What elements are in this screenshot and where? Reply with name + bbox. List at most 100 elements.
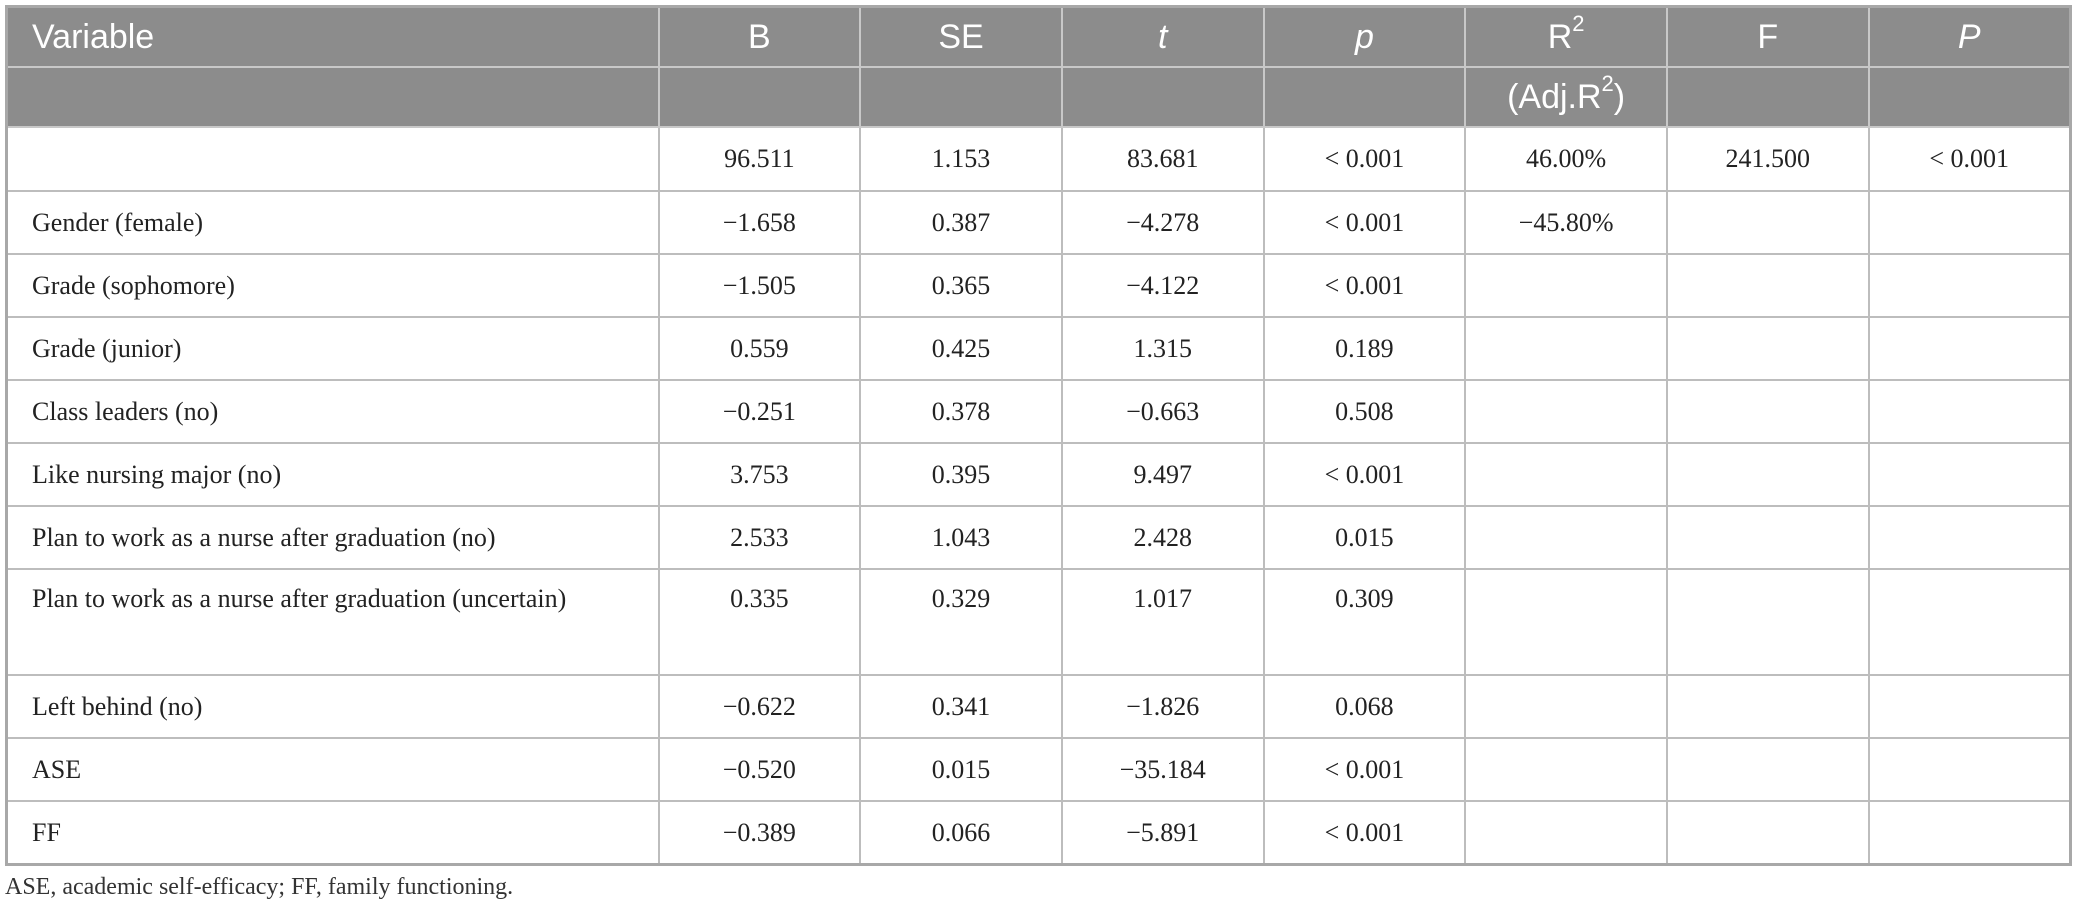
header-sub-t: [1060, 66, 1265, 128]
cell-r2: [1464, 442, 1668, 507]
cell-se: 0.365: [859, 253, 1063, 318]
cell-r2: [1464, 674, 1668, 739]
cell-p-model: [1867, 442, 2072, 507]
cell-b: −0.389: [657, 800, 862, 866]
header-subrow: (Adj.R2): [5, 66, 2072, 128]
header-b: B: [657, 5, 862, 68]
cell-f: [1665, 568, 1870, 676]
cell-variable: ASE: [5, 737, 660, 802]
header-r2: R2: [1464, 5, 1668, 68]
table-row: Left behind (no) −0.622 0.341 −1.826 0.068: [5, 674, 2072, 739]
header-t: t: [1060, 5, 1265, 68]
header-sub-se: [859, 66, 1063, 128]
cell-p-model: [1867, 253, 2072, 318]
cell-b: −1.658: [657, 190, 862, 255]
cell-b: 2.533: [657, 505, 862, 570]
cell-b: −0.520: [657, 737, 862, 802]
regression-table: Variable B SE t p R2 F P (Adj.R2) 96.511…: [5, 5, 2072, 866]
cell-se: 0.329: [859, 568, 1063, 676]
cell-variable: Left behind (no): [5, 674, 660, 739]
cell-se: 0.378: [859, 379, 1063, 444]
cell-f: [1665, 253, 1870, 318]
table-footnote: ASE, academic self-efficacy; FF, family …: [5, 874, 514, 900]
cell-t: −0.663: [1060, 379, 1265, 444]
cell-p: < 0.001: [1262, 800, 1467, 866]
header-sub-f: [1665, 66, 1870, 128]
cell-f: 241.500: [1665, 126, 1870, 192]
header-se: SE: [859, 5, 1063, 68]
cell-p: 0.189: [1262, 316, 1467, 381]
header-sub-variable: [5, 66, 660, 128]
cell-p-model: [1867, 800, 2072, 866]
cell-r2: −45.80%: [1464, 190, 1668, 255]
header-adj-r2: (Adj.R2): [1464, 66, 1668, 128]
cell-variable: Plan to work as a nurse after graduation…: [5, 568, 660, 676]
cell-r2: [1464, 316, 1668, 381]
cell-p: 0.015: [1262, 505, 1467, 570]
cell-variable: Grade (sophomore): [5, 253, 660, 318]
cell-p-model: < 0.001: [1867, 126, 2072, 192]
cell-p-model: [1867, 505, 2072, 570]
cell-r2: [1464, 379, 1668, 444]
cell-r2: 46.00%: [1464, 126, 1668, 192]
table-body: 96.511 1.153 83.681 < 0.001 46.00% 241.500 < 0…: [5, 126, 2072, 866]
cell-f: [1665, 505, 1870, 570]
cell-se: 0.015: [859, 737, 1063, 802]
cell-t: −5.891: [1060, 800, 1265, 866]
cell-p: < 0.001: [1262, 253, 1467, 318]
cell-b: 3.753: [657, 442, 862, 507]
cell-p: < 0.001: [1262, 737, 1467, 802]
cell-p-model: [1867, 568, 2072, 676]
cell-r2: [1464, 737, 1668, 802]
cell-f: [1665, 442, 1870, 507]
header-row: Variable B SE t p R2 F P: [5, 5, 2072, 68]
table-row: Plan to work as a nurse after graduation…: [5, 505, 2072, 570]
cell-r2: [1464, 800, 1668, 866]
cell-r2: [1464, 253, 1668, 318]
header-p: p: [1262, 5, 1467, 68]
cell-t: 2.428: [1060, 505, 1265, 570]
table-row: 96.511 1.153 83.681 < 0.001 46.00% 241.500 < 0…: [5, 126, 2072, 192]
cell-p: < 0.001: [1262, 126, 1467, 192]
cell-se: 0.425: [859, 316, 1063, 381]
cell-p-model: [1867, 737, 2072, 802]
table-row: Grade (junior) 0.559 0.425 1.315 0.189: [5, 316, 2072, 381]
header-sub-p: [1262, 66, 1467, 128]
header-variable: Variable: [5, 5, 660, 68]
cell-p-model: [1867, 674, 2072, 739]
cell-p-model: [1867, 316, 2072, 381]
cell-t: −4.278: [1060, 190, 1265, 255]
cell-t: −4.122: [1060, 253, 1265, 318]
cell-f: [1665, 316, 1870, 381]
table-row: Like nursing major (no) 3.753 0.395 9.497 < …: [5, 442, 2072, 507]
cell-t: −1.826: [1060, 674, 1265, 739]
cell-p: 0.309: [1262, 568, 1467, 676]
cell-variable: Like nursing major (no): [5, 442, 660, 507]
cell-variable: FF: [5, 800, 660, 866]
cell-se: 0.066: [859, 800, 1063, 866]
cell-f: [1665, 379, 1870, 444]
table-row: FF −0.389 0.066 −5.891 < 0.001: [5, 800, 2072, 866]
cell-r2: [1464, 505, 1668, 570]
cell-t: 1.017: [1060, 568, 1265, 676]
cell-variable: Plan to work as a nurse after graduation…: [5, 505, 660, 570]
cell-t: 83.681: [1060, 126, 1265, 192]
cell-variable: [5, 126, 660, 192]
header-f: F: [1665, 5, 1870, 68]
cell-t: 1.315: [1060, 316, 1265, 381]
cell-variable: Class leaders (no): [5, 379, 660, 444]
table-row: ASE −0.520 0.015 −35.184 < 0.001: [5, 737, 2072, 802]
cell-se: 0.387: [859, 190, 1063, 255]
table-row: Gender (female) −1.658 0.387 −4.278 < 0.001−…: [5, 190, 2072, 255]
cell-se: 0.395: [859, 442, 1063, 507]
table-row: Plan to work as a nurse after graduation…: [5, 568, 2072, 676]
cell-f: [1665, 800, 1870, 866]
header-p-model: P: [1867, 5, 2072, 68]
cell-p: < 0.001: [1262, 190, 1467, 255]
cell-r2: [1464, 568, 1668, 676]
cell-t: −35.184: [1060, 737, 1265, 802]
table-row: Grade (sophomore) −1.505 0.365 −4.122 < 0.00…: [5, 253, 2072, 318]
table-header: Variable B SE t p R2 F P (Adj.R2): [5, 5, 2072, 128]
cell-b: 96.511: [657, 126, 862, 192]
cell-b: −0.251: [657, 379, 862, 444]
